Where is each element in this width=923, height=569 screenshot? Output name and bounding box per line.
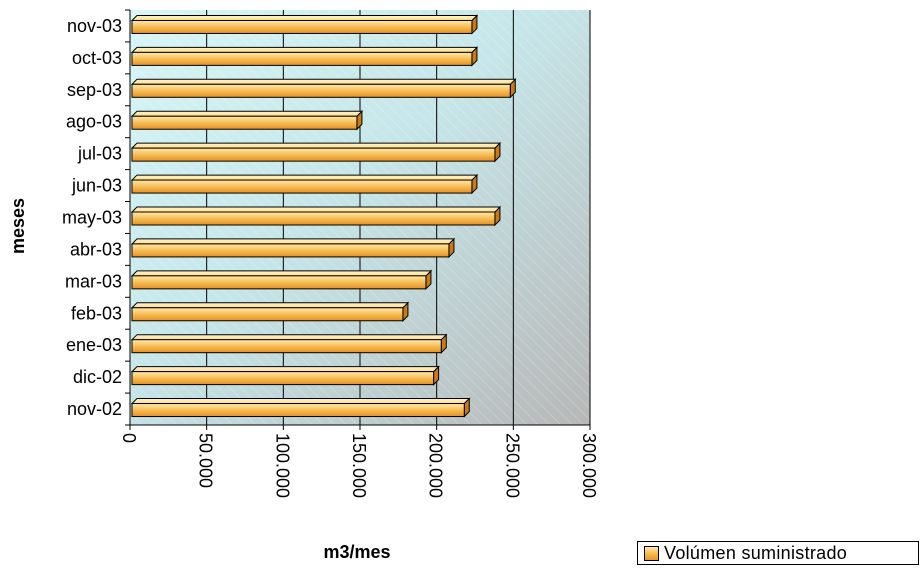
bar — [130, 333, 448, 354]
y-tick-label: nov-02 — [67, 399, 122, 419]
y-tick-label: mar-03 — [65, 271, 122, 291]
bar — [130, 141, 502, 163]
y-tick-label: nov-03 — [67, 16, 122, 36]
x-axis-title: m3/mes — [323, 542, 390, 562]
x-tick-label: 300.000 — [579, 433, 599, 498]
bar — [130, 78, 517, 99]
legend-swatch — [644, 545, 659, 561]
y-tick-label: ene-03 — [66, 335, 122, 355]
x-tick-label: 200.000 — [426, 433, 446, 498]
legend-label: Volúmen suministrado — [664, 542, 848, 563]
bar — [130, 14, 479, 35]
x-tick-label: 250.000 — [502, 433, 522, 498]
bar — [130, 46, 479, 67]
y-tick-label: feb-03 — [71, 303, 122, 323]
bar — [130, 397, 471, 418]
x-tick-label: 50.000 — [196, 433, 216, 488]
bar — [130, 205, 502, 227]
y-tick-label: dic-02 — [73, 367, 122, 387]
bar — [130, 173, 479, 195]
y-axis-title: meses — [8, 198, 28, 254]
x-tick-label: 100.000 — [272, 433, 292, 498]
x-axis: 0 50.000 100.000 150.000 200.000 250.000 300.0… — [119, 424, 599, 498]
x-tick-label: 0 — [119, 433, 139, 443]
y-tick-label: jun-03 — [71, 176, 122, 196]
bar — [130, 301, 410, 322]
y-axis: nov-02 dic-02 ene-03 feb-03 mar-03 abr-03 may-… — [62, 9, 131, 426]
bar — [130, 269, 433, 291]
bar — [130, 237, 456, 259]
y-tick-label: jul-03 — [77, 144, 122, 164]
y-tick-label: oct-03 — [72, 48, 122, 68]
x-tick-label: 150.000 — [349, 433, 369, 498]
bar — [130, 365, 440, 386]
y-tick-label: may-03 — [62, 208, 122, 228]
bars — [130, 14, 517, 418]
legend: Volúmen suministrado — [637, 541, 919, 565]
bar — [130, 110, 364, 131]
y-tick-label: sep-03 — [67, 80, 122, 100]
y-tick-label: ago-03 — [66, 112, 122, 132]
y-tick-label: abr-03 — [70, 239, 122, 259]
